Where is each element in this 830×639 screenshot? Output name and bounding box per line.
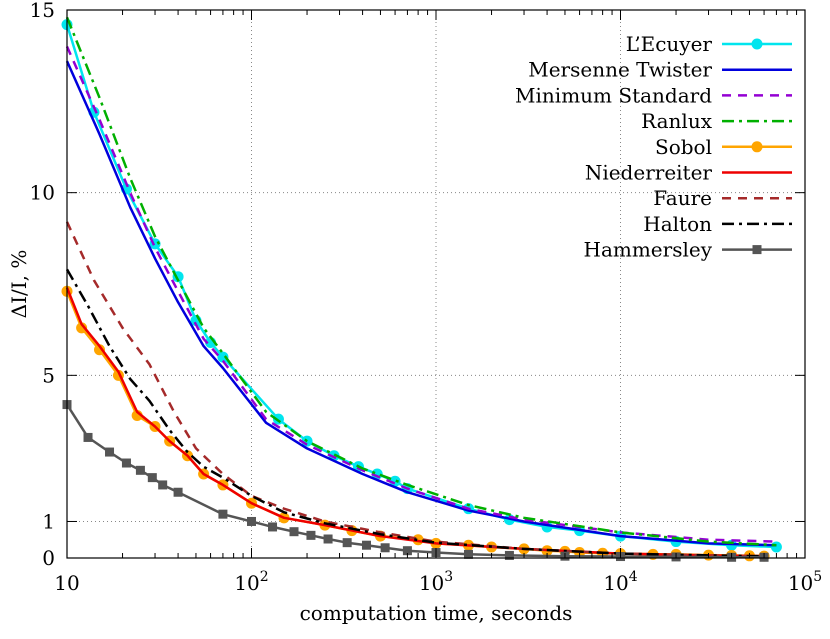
series-1 [65,60,777,547]
data-point [105,447,115,457]
series-7 [65,268,765,558]
y-tick-label: 0 [42,546,55,570]
series-line [65,16,777,547]
data-point [342,538,352,548]
data-point [380,543,390,553]
series-line [65,45,777,543]
legend-marker [752,245,762,255]
data-point [173,487,183,497]
series-line [65,60,777,547]
data-point [135,465,145,475]
legend-label: Hammersley [584,238,713,262]
data-point [121,458,131,468]
series-4 [61,285,770,562]
series-line [65,268,765,558]
legend-marker [751,141,763,153]
data-point [770,541,782,553]
data-point [158,480,168,490]
y-tick-label: 1 [42,509,55,533]
legend-label: Mersenne Twister [528,58,712,82]
grid-lines [67,10,805,558]
x-axis-label: computation time, seconds [300,601,573,625]
legend-label: Halton [643,212,712,236]
series-6 [65,221,765,558]
data-point [247,516,256,526]
series-5 [65,287,765,558]
series-layer [61,16,782,562]
data-point [323,534,333,544]
y-axis-label: ΔI/I, % [7,250,31,319]
series-2 [65,45,777,543]
data-point [272,413,284,425]
data-point [218,509,228,519]
legend-label: Ranlux [641,109,713,133]
x-tick-label: 103 [419,569,453,595]
x-tick-label: 10 [54,571,79,595]
legend-marker [751,38,763,50]
legend-label: L’Ecuyer [626,32,713,56]
data-point [306,530,316,540]
data-point [147,473,157,483]
series-3 [65,16,777,547]
y-tick-label: 10 [30,181,55,205]
legend-label: Niederreiter [585,161,713,185]
x-tick-label: 105 [788,569,822,595]
data-point [93,344,105,356]
legend-label: Minimum Standard [515,83,712,107]
data-point [268,522,278,532]
y-tick-label: 5 [42,363,55,387]
data-point [83,432,93,442]
series-line [65,221,765,558]
x-tick-label: 104 [603,569,637,595]
series-line [65,290,765,558]
y-tick-label: 15 [30,0,55,22]
x-tick-label: 102 [234,569,268,595]
data-point [217,351,229,363]
legend-label: Faure [653,186,712,210]
legend-label: Sobol [655,135,712,159]
data-point [504,550,514,560]
series-line [65,287,765,558]
data-point [402,546,412,556]
data-point [361,540,371,550]
data-point [289,527,299,537]
data-point [389,475,401,487]
data-point [76,322,88,334]
data-point [463,549,473,559]
